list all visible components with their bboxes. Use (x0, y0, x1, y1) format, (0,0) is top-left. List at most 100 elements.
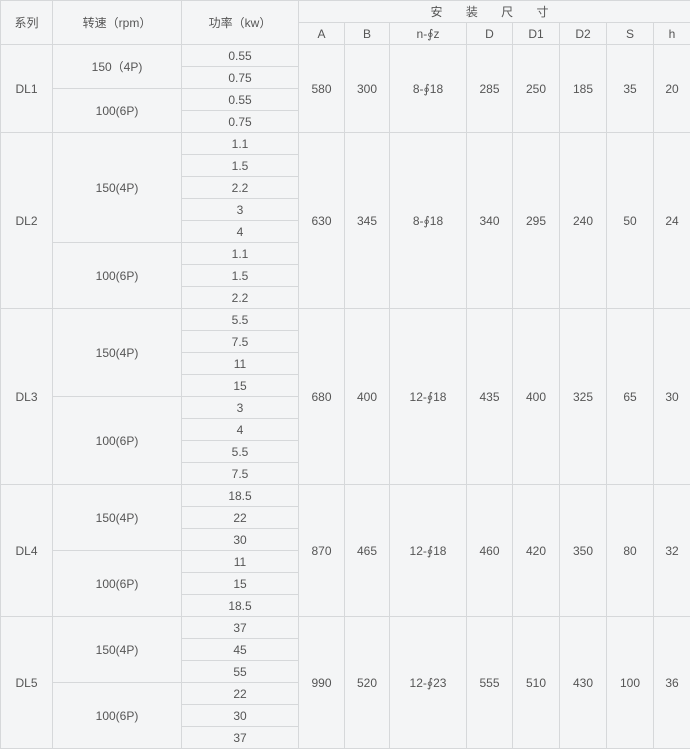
speed-cell: 100(6P) (52, 242, 182, 309)
header-dim-0: A (298, 22, 345, 45)
header-dim-6: S (606, 22, 654, 45)
header-dim-1: B (344, 22, 390, 45)
dim-cell-1: 345 (344, 132, 390, 309)
dim-cell-0: 870 (298, 484, 345, 617)
dim-cell-4: 420 (512, 484, 560, 617)
power-cell: 1.5 (181, 264, 299, 287)
dim-cell-5: 350 (559, 484, 607, 617)
dim-cell-1: 520 (344, 616, 390, 749)
header-dim-7: h (652, 22, 690, 45)
power-cell: 3 (181, 396, 299, 419)
dim-cell-4: 510 (512, 616, 560, 749)
series-cell: DL1 (0, 44, 53, 133)
dim-cell-4: 295 (512, 132, 560, 309)
dim-cell-2: 12-∮18 (389, 484, 467, 617)
power-cell: 37 (181, 616, 299, 639)
table-row: 30 (1, 704, 690, 727)
table-row: DL3 150(4P) 5.5 680 400 12-∮18 435 400 325 65 30 (0, 308, 690, 485)
table-row: 55 (1, 660, 690, 683)
speed-cell: 100(6P) (52, 88, 182, 133)
dim-cell-3: 555 (466, 616, 513, 749)
dim-cell-0: 990 (298, 616, 345, 749)
power-cell: 18.5 (181, 594, 299, 617)
power-cell: 18.5 (181, 484, 299, 507)
power-cell: 0.55 (181, 88, 299, 111)
dim-cell-3: 460 (466, 484, 513, 617)
table-row: 100(6P) 22 (1, 682, 690, 749)
table-row: 0.75 (1, 66, 690, 89)
header-dim-4: D1 (512, 22, 560, 45)
dim-cell-7: 20 (652, 44, 690, 133)
dim-cell-2: 8-∮18 (389, 132, 467, 309)
table-row: 18.5 (1, 594, 690, 617)
power-cell: 0.75 (181, 110, 299, 133)
dim-cell-7: 30 (652, 308, 690, 485)
dim-cell-5: 430 (559, 616, 607, 749)
table-row: 2.2 (1, 286, 690, 309)
table-row: 22 (1, 506, 690, 529)
header-install-dimensions: 安 装 尺 寸 (297, 0, 690, 23)
power-cell: 11 (181, 550, 299, 573)
power-cell: 7.5 (181, 462, 299, 485)
speed-cell: 100(6P) (52, 396, 182, 485)
table-row: 100(6P) 3 (1, 396, 690, 485)
table-row: DL2 150(4P) 1.1 630 345 8-∮18 340 295 240 50 24 (0, 132, 690, 309)
dim-cell-1: 300 (344, 44, 390, 133)
header-power: 功率（kw） (181, 0, 299, 45)
speed-cell: 150(4P) (52, 308, 182, 397)
dim-cell-7: 24 (652, 132, 690, 309)
dim-cell-1: 465 (344, 484, 390, 617)
header-series: 系列 (0, 0, 53, 45)
header-speed: 转速（rpm） (52, 0, 182, 45)
speed-cell: 150(4P) (52, 484, 182, 551)
dim-cell-6: 65 (606, 308, 654, 485)
power-cell: 0.75 (181, 66, 299, 89)
dim-cell-6: 80 (606, 484, 654, 617)
series-cell: DL5 (0, 616, 53, 749)
table-row: DL1 150（4P) 0.55 580 300 8-∮18 285 250 185 35 20 (0, 44, 690, 133)
table-row: 45 (1, 638, 690, 661)
power-cell: 5.5 (181, 440, 299, 463)
dim-cell-2: 12-∮23 (389, 616, 467, 749)
power-cell: 1.1 (181, 132, 299, 155)
header-dim-3: D (466, 22, 513, 45)
power-cell: 55 (181, 660, 299, 683)
power-cell: 30 (181, 704, 299, 727)
power-cell: 37 (181, 726, 299, 749)
dim-cell-7: 36 (652, 616, 690, 749)
power-cell: 4 (181, 220, 299, 243)
table-row: 7.5 (1, 462, 690, 485)
speed-cell: 150(4P) (52, 132, 182, 243)
table-row: 7.5 (1, 330, 690, 353)
power-cell: 5.5 (181, 308, 299, 331)
header-dim-2: n-∮z (389, 22, 467, 45)
speed-cell: 150（4P) (52, 44, 182, 89)
dim-cell-5: 325 (559, 308, 607, 485)
header-dim-5: D2 (559, 22, 607, 45)
series-cell: DL3 (0, 308, 53, 485)
dim-cell-4: 400 (512, 308, 560, 485)
power-cell: 4 (181, 418, 299, 441)
dim-cell-3: 340 (466, 132, 513, 309)
power-cell: 30 (181, 528, 299, 551)
power-cell: 7.5 (181, 330, 299, 353)
table-row: DL5 150(4P) 37 990 520 12-∮23 555 510 430 100 36 (0, 616, 690, 749)
power-cell: 22 (181, 506, 299, 529)
speed-cell: 150(4P) (52, 616, 182, 683)
table-row: 15 (1, 572, 690, 595)
power-cell: 15 (181, 374, 299, 397)
power-cell: 2.2 (181, 286, 299, 309)
power-cell: 15 (181, 572, 299, 595)
power-cell: 1.1 (181, 242, 299, 265)
dim-cell-6: 35 (606, 44, 654, 133)
table-row: 37 (1, 726, 690, 749)
table-row: 3 (1, 198, 690, 221)
speed-cell: 100(6P) (52, 550, 182, 617)
table-row: 100(6P) 1.1 (1, 242, 690, 309)
table-body: DL1 150（4P) 0.55 580 300 8-∮18 285 250 185 35 20 0.… (0, 44, 690, 749)
dim-cell-3: 285 (466, 44, 513, 133)
power-cell: 1.5 (181, 154, 299, 177)
table-row: 2.2 (1, 176, 690, 199)
dim-cell-2: 8-∮18 (389, 44, 467, 133)
